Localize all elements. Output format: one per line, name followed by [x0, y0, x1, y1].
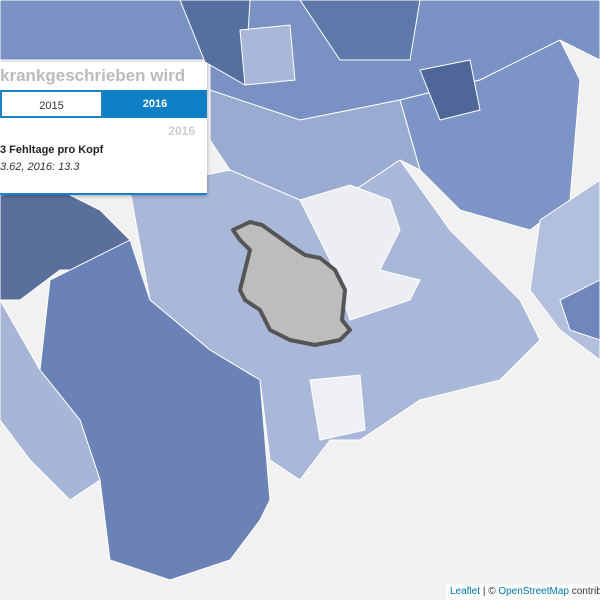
- osm-link[interactable]: OpenStreetMap: [498, 586, 569, 597]
- region-detail: 3.62, 2016: 13.3: [0, 161, 80, 173]
- selected-region[interactable]: [231, 220, 352, 347]
- region: [559, 279, 600, 341]
- leaflet-link[interactable]: Leaflet: [450, 586, 481, 597]
- separator: | ©: [482, 586, 496, 597]
- panel-title: krankgeschrieben wird: [0, 66, 186, 85]
- region: [309, 374, 366, 441]
- attribution: Leaflet | © OpenStreetMap contributi: [446, 584, 600, 600]
- region: [239, 24, 296, 86]
- region: [299, 0, 421, 61]
- active-year: 2016: [168, 124, 195, 138]
- region: [0, 298, 101, 501]
- attribution-suffix: contributi: [571, 586, 600, 597]
- year-button[interactable]: 2015: [0, 90, 103, 118]
- region-heading: 3 Fehltage pro Kopf: [0, 144, 104, 156]
- region: [419, 59, 481, 121]
- year-button[interactable]: 2016: [103, 90, 207, 118]
- info-panel: krankgeschrieben wird 2015 2016 2016 3 F…: [0, 62, 207, 195]
